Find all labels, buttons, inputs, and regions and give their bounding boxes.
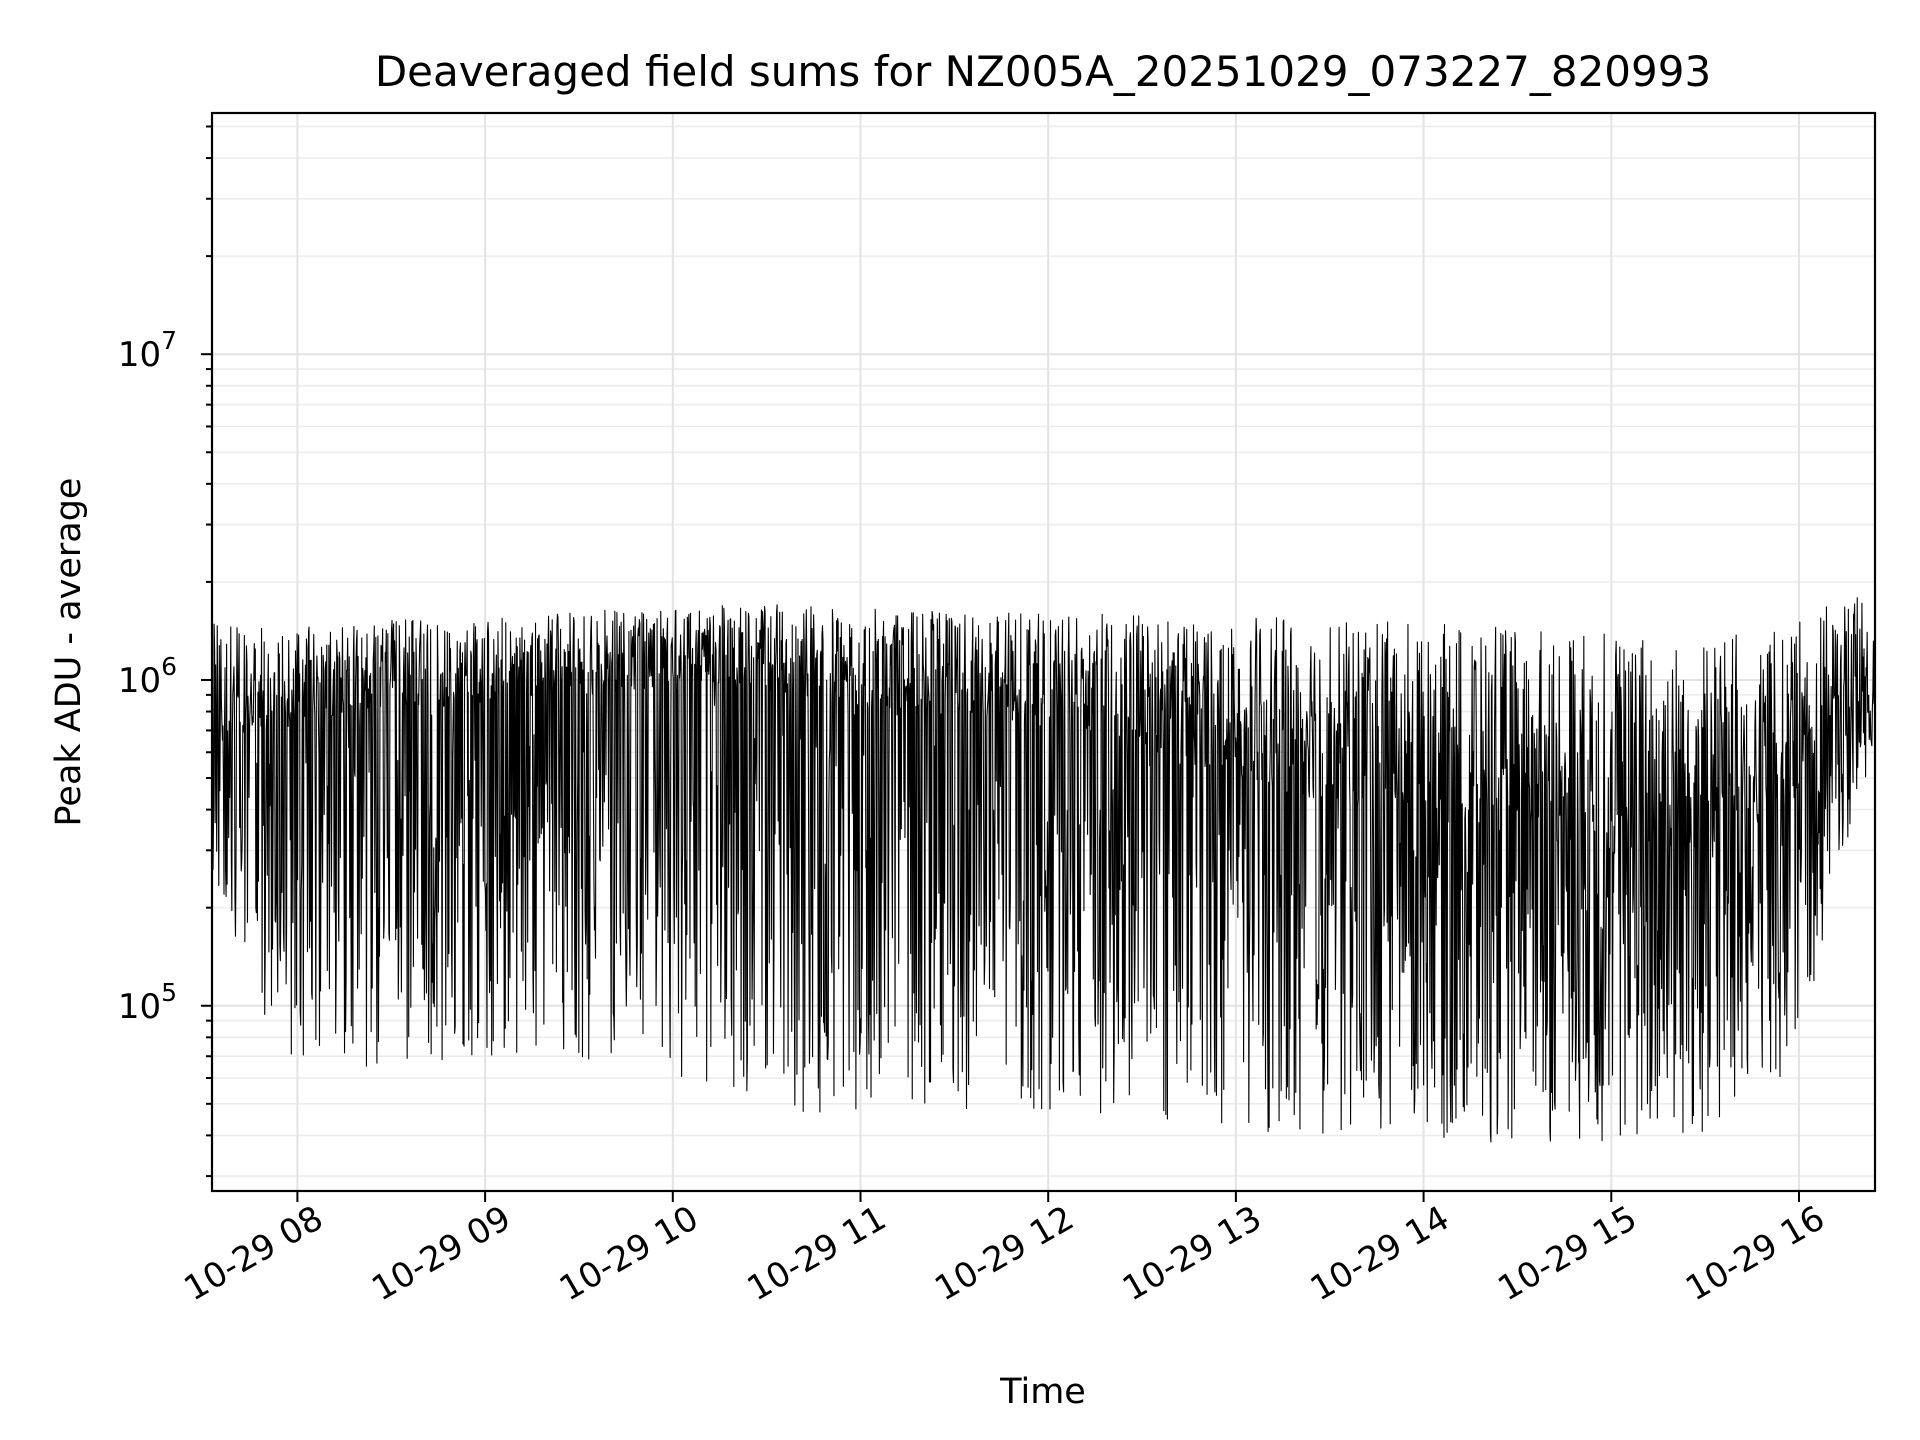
- y-axis-label: Peak ADU - average: [49, 478, 89, 827]
- y-axis: 105 106 107: [118, 125, 212, 1178]
- plot-frame: [210, 111, 1877, 1193]
- chart-title: Deaveraged field sums for NZ005A_2025102…: [375, 47, 1711, 96]
- y-tick-label: 106: [118, 652, 177, 701]
- series-line: [211, 597, 1876, 1143]
- y-tick-label: 105: [118, 978, 177, 1027]
- series-layer: [211, 597, 1876, 1143]
- y-tick-label: 107: [118, 326, 177, 375]
- x-axis-label: Time: [999, 1372, 1086, 1412]
